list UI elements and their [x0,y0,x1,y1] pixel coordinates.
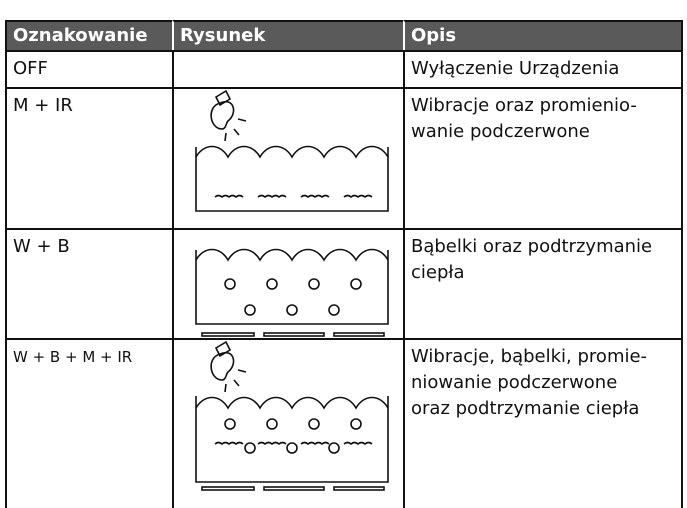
description-line: Wyłączenie Urządzenia [411,58,620,79]
row: M + IR Wibracje oraz promienio-wanie pod… [5,87,683,228]
drawing-cell [172,228,403,338]
shape [195,396,389,483]
drawing [195,248,389,337]
description-line: niowanie podczerwone [411,372,618,393]
shape [257,194,287,199]
label: W + B [13,236,70,257]
shape [333,486,385,491]
shape [244,304,256,316]
row: W + B + M + IR Wibracje, bąbelki, promie… [5,338,683,508]
shape [210,100,235,130]
drawing [195,340,389,491]
shape [300,194,330,199]
label-cell: W + B + M + IR [5,338,172,508]
description-line: wanie podczerwone [411,121,590,142]
shape [266,278,278,290]
shape [214,340,232,358]
shape [328,442,340,454]
description-line: Wibracje, bąbelki, promie- [411,346,648,367]
shape [195,396,389,410]
shape [263,486,325,491]
drawing-cell [172,50,403,87]
header-cell: Opis [403,20,683,50]
page: Oznakowanie Rysunek Opis OFF Wyłączenie … [5,20,683,508]
label-cell: W + B [5,228,172,338]
shape [195,145,389,159]
shape [201,332,255,337]
shape [224,369,247,393]
shape [308,418,320,430]
description-line: ciepła [411,262,465,283]
desc-cell: Bąbelki oraz podtrzymanie ciepła [403,228,683,338]
description-line: Bąbelki oraz podtrzymanie [411,236,653,257]
shape [308,278,320,290]
shape [201,486,255,491]
shape [350,418,362,430]
shape [195,248,389,262]
shape [343,194,373,199]
description-line: Wibracje oraz promienio- [411,95,637,116]
desc-cell: Wyłączenie Urządzenia [403,50,683,87]
shape [210,351,235,381]
shape [333,332,385,337]
desc-cell: Wibracje, bąbelki, promie-niowanie podcz… [403,338,683,508]
shape [257,441,287,446]
header-cell: Oznakowanie [5,20,172,50]
shape [300,441,330,446]
label: OFF [13,58,48,79]
label: W + B + M + IR [13,348,133,366]
shape [195,147,389,212]
shape [328,304,340,316]
header-cell: Rysunek [172,20,403,50]
row: OFF Wyłączenie Urządzenia [5,50,683,87]
shape [263,332,325,337]
shape [343,441,373,446]
table: Oznakowanie Rysunek Opis OFF Wyłączenie … [5,20,683,508]
description-line: oraz podtrzymanie ciepła [411,398,640,419]
drawing-cell [172,338,403,508]
drawing [195,89,389,212]
shape [214,194,244,199]
shape [286,304,298,316]
shape [350,278,362,290]
desc-cell: Wibracje oraz promienio-wanie podczerwon… [403,87,683,228]
shape [224,418,236,430]
drawing-cell [172,87,403,228]
shape [224,278,236,290]
shape [244,442,256,454]
shape [266,418,278,430]
shape [224,118,247,142]
row: W + B Bąbelki oraz podtrzymanie ciepła [5,228,683,338]
header-row: Oznakowanie Rysunek Opis [5,20,683,50]
label-cell: M + IR [5,87,172,228]
shape [214,441,244,446]
shape [286,442,298,454]
shape [214,89,232,107]
label-cell: OFF [5,50,172,87]
label: M + IR [13,95,73,116]
shape [195,250,389,325]
